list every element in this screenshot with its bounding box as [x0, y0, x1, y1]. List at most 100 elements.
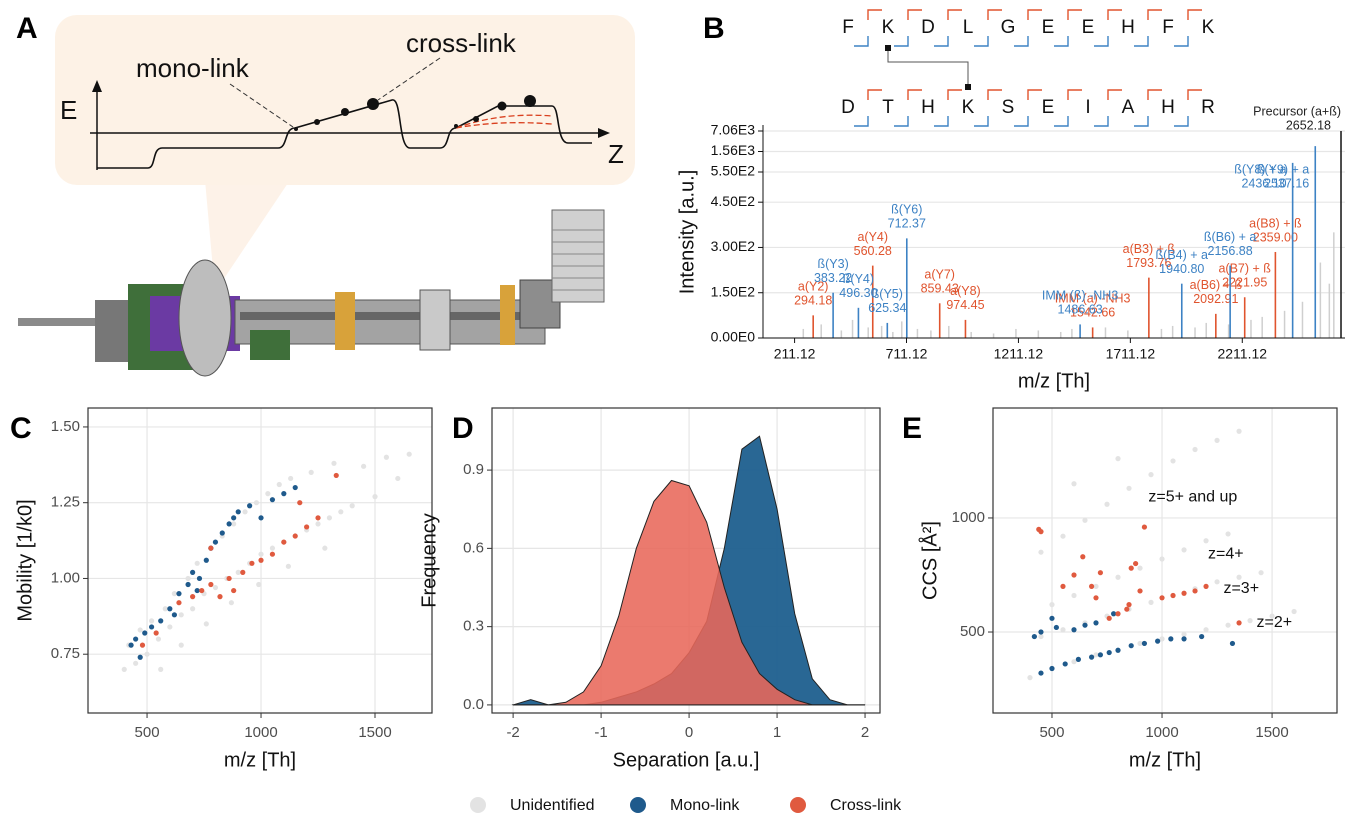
point	[171, 591, 177, 597]
ion-dot	[497, 101, 507, 111]
point	[258, 551, 264, 557]
point	[194, 560, 200, 566]
point	[133, 636, 139, 642]
annotation: z=5+ and up	[1148, 489, 1237, 506]
fragment-name: a(B8) + ß	[1249, 216, 1302, 230]
point	[1038, 549, 1044, 555]
plot-area	[1027, 428, 1297, 681]
fragment-name: a(B7) + ß	[1218, 262, 1271, 276]
point	[1082, 517, 1088, 523]
point	[304, 524, 310, 530]
y-axis-title: Intensity [a.u.]	[676, 170, 698, 295]
precursor-mz: 2652.18	[1286, 118, 1331, 132]
panel-letter: A	[16, 12, 38, 45]
point	[199, 587, 205, 594]
fragment-bracket	[907, 9, 922, 20]
fragment-bracket	[854, 36, 869, 47]
y-tick-label: 4.50E2	[711, 193, 756, 209]
y-tick-label: 1.00	[51, 569, 80, 586]
point	[406, 451, 412, 457]
point	[1247, 618, 1253, 624]
y-tick-label: 1.50E2	[711, 283, 756, 299]
residue: E	[1042, 97, 1055, 118]
fragment-mz: 294.18	[794, 294, 832, 308]
point	[178, 642, 184, 648]
point	[190, 569, 196, 575]
fragment-bracket	[1027, 9, 1042, 20]
fragment-bracket	[1027, 89, 1042, 100]
point	[1137, 565, 1143, 571]
point	[133, 660, 139, 666]
residue: F	[842, 17, 854, 38]
point	[361, 463, 367, 469]
ion-dot	[341, 108, 349, 116]
point	[331, 460, 337, 466]
fragment-bracket	[1187, 89, 1202, 100]
point	[1159, 556, 1165, 562]
fragment-bracket	[894, 36, 909, 47]
point	[1080, 554, 1086, 560]
fragment-mz: 625.34	[868, 301, 906, 315]
fragment-name: IMM (a) -NH3	[1055, 292, 1131, 306]
crosslink-bond	[887, 48, 969, 86]
part	[551, 209, 605, 303]
annotation: z=3+	[1223, 580, 1259, 597]
part	[234, 299, 546, 345]
cross-link-label: cross-link	[406, 28, 517, 58]
panel-letter: C	[10, 412, 32, 445]
fragment-mz: 496.30	[839, 286, 877, 300]
point	[1104, 501, 1110, 507]
point	[281, 491, 287, 497]
fragment-name: a(Y8)	[950, 284, 981, 298]
point	[1111, 611, 1117, 617]
point	[203, 621, 209, 627]
point	[1126, 602, 1132, 608]
fragment-bracket	[1054, 36, 1069, 47]
x-tick-label: 1000	[1145, 724, 1178, 741]
leader-line	[377, 57, 441, 101]
x-tick-label: 2211.12	[1217, 346, 1267, 362]
residue: T	[882, 97, 894, 118]
point	[1060, 533, 1066, 539]
point	[167, 606, 173, 612]
fragment-name: a(B3) + ß	[1123, 242, 1176, 256]
y-tick-label: 0.00E0	[711, 329, 756, 345]
fragment-mz: 1793.76	[1126, 256, 1171, 270]
point	[269, 497, 276, 503]
fragment-bracket	[1134, 116, 1149, 127]
point	[1181, 590, 1187, 596]
y-tick-label: 3.00E2	[711, 238, 756, 254]
fragment-name: ß(Y6)	[891, 203, 922, 217]
point	[1192, 588, 1198, 594]
legend-swatch	[470, 797, 486, 813]
point	[297, 500, 303, 506]
point	[1181, 631, 1187, 637]
residue: H	[1161, 97, 1175, 118]
fragment-bracket	[907, 89, 922, 100]
fragment-name: IMM (ß) -NH3	[1042, 289, 1118, 303]
part	[335, 292, 355, 350]
point	[322, 545, 328, 551]
plot-border	[992, 407, 1338, 714]
ion-dot	[294, 127, 298, 131]
point	[226, 521, 232, 527]
x-tick-label: 1500	[358, 724, 391, 741]
fragment-mz: 2156.88	[1208, 244, 1253, 258]
point	[1128, 643, 1134, 649]
fragment-bracket	[1187, 9, 1202, 20]
fragment-mz: 974.45	[946, 298, 984, 312]
ion-dot	[367, 98, 379, 110]
point	[185, 581, 191, 588]
point	[1089, 654, 1095, 660]
fragment-mz: 1542.66	[1070, 306, 1115, 320]
point	[1093, 652, 1099, 658]
residue: E	[1082, 17, 1095, 38]
y-tick-label: 500	[960, 623, 985, 640]
mono-link-label: mono-link	[136, 53, 250, 83]
point	[1203, 583, 1209, 589]
arrow-head	[92, 80, 102, 92]
plot-border	[491, 407, 881, 714]
residue: D	[841, 97, 855, 118]
panel-a: mono-link cross-link E Z	[18, 15, 635, 377]
fragment-name: a(Y4)	[857, 230, 888, 244]
